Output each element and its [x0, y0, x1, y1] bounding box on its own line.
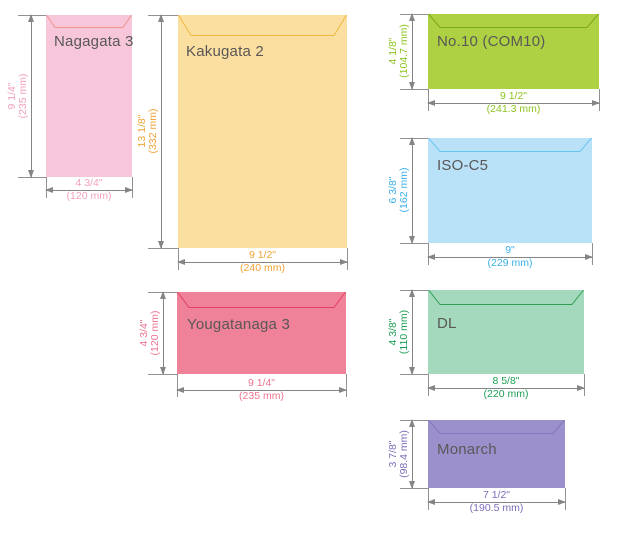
envelope-iso-c5: ISO-C5	[428, 138, 592, 243]
height-millimeters: (162 mm)	[398, 167, 410, 213]
envelope-yougatanaga-3: Yougatanaga 3	[177, 292, 346, 374]
envelope-name: DL	[437, 315, 457, 332]
envelope-no10-com10: No.10 (COM10)	[428, 14, 599, 89]
width-dimension-arrow	[427, 100, 600, 106]
envelope-nagagata-3: Nagagata 3	[46, 15, 134, 177]
width-dimension-arrow	[427, 385, 585, 391]
width-millimeters: (240 mm)	[240, 262, 285, 274]
width-dimension-arrow	[45, 187, 133, 193]
envelope-kakugata-2: Kakugata 2	[178, 15, 347, 248]
envelope-monarch: Monarch	[428, 420, 565, 488]
height-dimension-arrow	[160, 291, 166, 375]
width-dimension-arrow	[427, 254, 593, 260]
envelope-flap-icon	[46, 15, 132, 28]
width-dimension-arrow	[427, 499, 566, 505]
height-dimension-label: 4 1/8" (104.7 mm)	[387, 0, 410, 121]
height-dimension-arrow	[409, 289, 415, 375]
width-inches: 9 1/2"	[248, 249, 277, 261]
envelope-flap-icon	[428, 420, 565, 434]
height-dimension-arrow	[28, 14, 34, 178]
height-millimeters: (104.7 mm)	[398, 24, 410, 78]
extension-line	[346, 374, 347, 397]
height-millimeters: (98.4 mm)	[398, 430, 410, 478]
width-dimension-arrow	[176, 387, 347, 393]
height-dimension-label: 3 7/8" (98.4 mm)	[387, 384, 410, 524]
height-dimension-label: 13 1/8" (332 mm)	[136, 61, 159, 201]
extension-line	[177, 374, 178, 397]
height-dimension-label: 6 3/8" (162 mm)	[387, 120, 410, 260]
width-inches: 9 1/4"	[247, 377, 276, 389]
envelope-flap-icon	[428, 14, 599, 28]
width-millimeters: (241.3 mm)	[486, 103, 541, 115]
height-millimeters: (120 mm)	[149, 310, 161, 356]
height-dimension-arrow	[409, 137, 415, 244]
width-millimeters: (120 mm)	[66, 190, 112, 202]
width-inches: 9 1/2"	[499, 90, 528, 102]
height-millimeters: (110 mm)	[398, 309, 410, 355]
width-millimeters: (235 mm)	[239, 390, 284, 402]
width-millimeters: (190.5 mm)	[469, 502, 524, 514]
width-millimeters: (229 mm)	[487, 257, 533, 269]
envelope-name: ISO-C5	[437, 157, 489, 174]
height-millimeters: (332 mm)	[147, 108, 159, 154]
height-dimension-label: 4 3/4" (120 mm)	[138, 263, 161, 403]
width-inches: 8 5/8"	[492, 375, 520, 387]
height-millimeters: (235 mm)	[17, 73, 29, 119]
envelope-name: No.10 (COM10)	[437, 33, 546, 50]
width-inches: 9"	[505, 244, 515, 256]
envelope-flap-icon	[428, 138, 592, 152]
envelope-flap-icon	[178, 15, 347, 36]
envelope-name: Kakugata 2	[186, 43, 264, 60]
width-inches: 4 3/4"	[75, 177, 103, 189]
height-dimension-arrow	[409, 419, 415, 489]
height-dimension-arrow	[409, 13, 415, 90]
envelope-name: Monarch	[437, 441, 497, 458]
envelope-dl: DL	[428, 290, 584, 374]
height-dimension-label: 4 3/8" (110 mm)	[387, 262, 410, 402]
envelope-name: Nagagata 3	[54, 33, 134, 50]
width-inches: 7 1/2"	[482, 489, 511, 501]
envelope-flap-icon	[177, 292, 346, 308]
width-dimension-arrow	[177, 259, 348, 265]
width-millimeters: (220 mm)	[483, 388, 529, 400]
envelope-name: Yougatanaga 3	[187, 316, 290, 333]
envelope-flap-icon	[428, 290, 584, 305]
height-dimension-arrow	[158, 14, 164, 249]
height-dimension-label: 9 1/4" (235 mm)	[6, 26, 29, 166]
